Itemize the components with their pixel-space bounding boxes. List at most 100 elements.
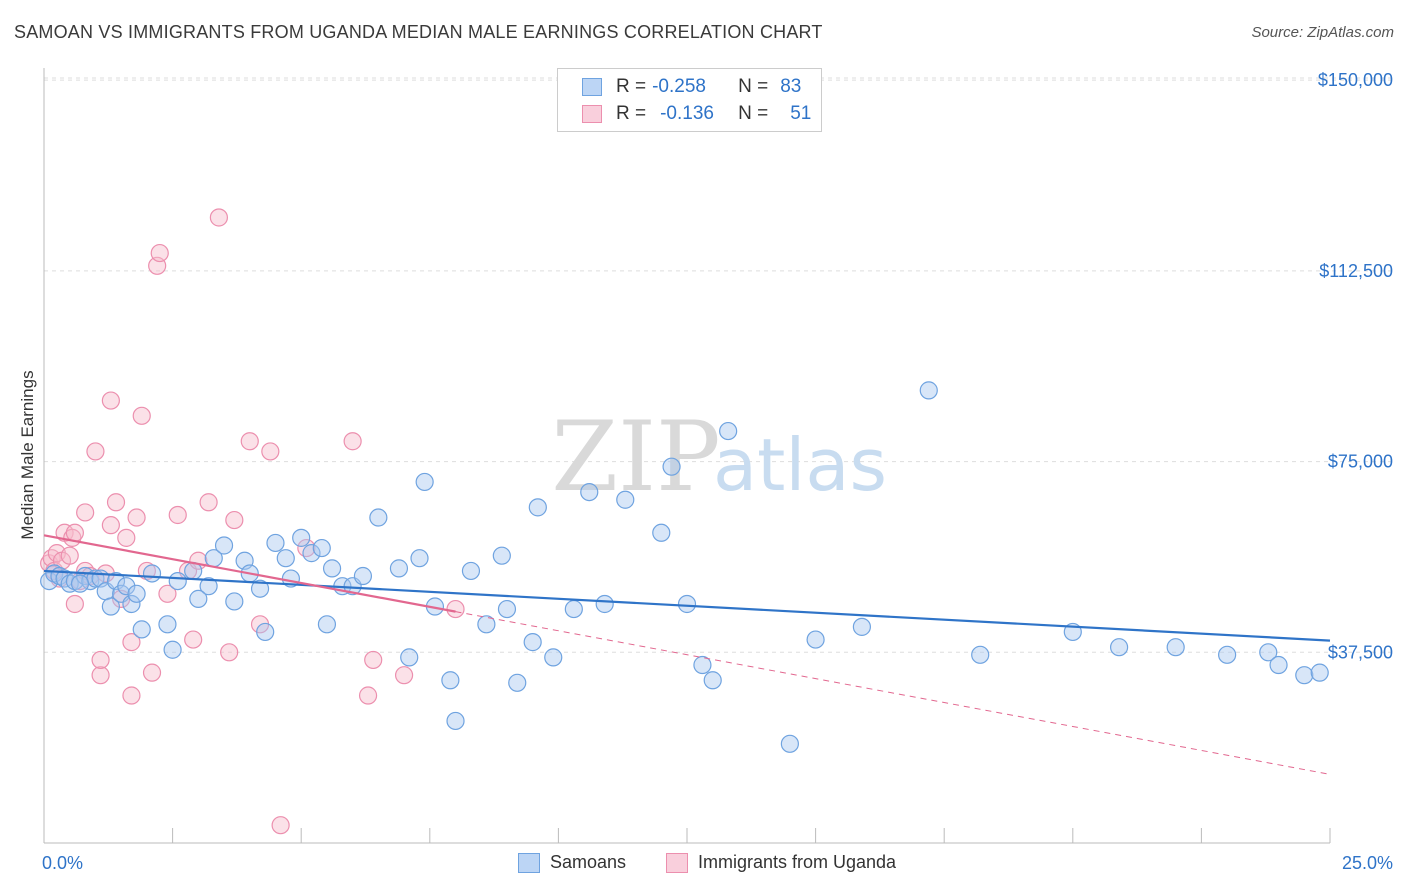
data-point (117, 528, 136, 547)
data-point (292, 528, 311, 547)
watermark-atlas: atlas (713, 423, 887, 507)
legend-item-samoans[interactable]: Samoans (518, 852, 626, 873)
data-point (394, 666, 414, 685)
y-tick-label: $150,000 (1318, 70, 1393, 90)
data-point (971, 645, 990, 664)
data-point (122, 633, 141, 652)
data-point (677, 594, 697, 614)
data-point (446, 599, 465, 619)
data-point (400, 648, 419, 667)
data-point (261, 442, 280, 461)
data-point (662, 457, 681, 476)
data-point (158, 584, 177, 603)
data-point (410, 549, 429, 568)
data-point (652, 523, 671, 542)
data-point (919, 381, 938, 400)
data-point (616, 490, 635, 509)
data-point (497, 599, 517, 619)
data-point (225, 510, 244, 530)
legend-label-samoans: Samoans (550, 852, 627, 872)
legend-r-label: R = (616, 76, 647, 97)
source-label: Source: ZipAtlas.com (1251, 24, 1394, 41)
data-point (693, 655, 712, 675)
data-point (322, 559, 342, 578)
data-point (117, 577, 136, 596)
correlation-legend: R = -0.258 N = 83 R = -0.136 N = 51 (557, 68, 822, 132)
data-point (1166, 638, 1185, 657)
data-point (225, 592, 244, 611)
data-point (142, 564, 162, 583)
data-point (101, 391, 120, 410)
data-point (240, 432, 259, 451)
data-point (343, 432, 362, 451)
y-tick-label: $37,500 (1328, 642, 1393, 662)
data-point (65, 523, 84, 542)
data-point (220, 643, 239, 662)
data-point (256, 622, 275, 642)
data-point (580, 482, 599, 502)
legend-label-uganda: Immigrants from Uganda (698, 852, 897, 872)
data-point (1295, 666, 1314, 685)
data-point (158, 615, 177, 634)
data-point (852, 617, 871, 636)
trend-line-uganda-extension (455, 611, 1331, 775)
data-point (76, 503, 95, 522)
data-point (523, 633, 542, 652)
series-samoan-points (40, 381, 1329, 753)
series-legend: Samoans Immigrants from Uganda (0, 852, 1406, 878)
data-point (189, 589, 208, 608)
legend-r-value: -0.136 (660, 103, 714, 124)
data-point (302, 544, 321, 563)
legend-row-samoans: R = -0.258 N = 83 (582, 75, 801, 99)
data-point (1269, 655, 1288, 675)
legend-swatch-uganda (582, 105, 602, 123)
trend-line-samoans (43, 569, 1331, 642)
data-point (45, 564, 64, 583)
data-point (369, 508, 388, 527)
data-point (142, 663, 162, 682)
data-point (132, 406, 151, 425)
data-point (91, 650, 110, 670)
data-point (106, 493, 126, 512)
data-point (492, 546, 511, 565)
data-point (508, 673, 527, 692)
data-point (276, 549, 295, 568)
legend-item-uganda[interactable]: Immigrants from Uganda (666, 852, 896, 873)
data-point (127, 584, 146, 603)
data-point (719, 421, 738, 441)
legend-r-label: R = (616, 103, 647, 124)
data-point (364, 650, 383, 670)
data-point (250, 579, 270, 598)
legend-swatch-uganda (666, 852, 688, 873)
trend-line-uganda (43, 534, 456, 613)
data-point (271, 816, 290, 835)
data-point (122, 594, 141, 614)
x-tick-labels: 0.0% 25.0% (42, 853, 1393, 873)
y-tick-label: $112,500 (1319, 261, 1393, 281)
legend-swatch-samoans (582, 78, 602, 96)
data-point (1310, 663, 1329, 682)
data-point (1109, 638, 1129, 657)
data-point (168, 505, 187, 525)
data-point (461, 561, 481, 581)
chart-title: SAMOAN VS IMMIGRANTS FROM UGANDA MEDIAN … (14, 22, 823, 42)
data-point (199, 493, 218, 512)
data-point (780, 734, 799, 753)
data-point (163, 640, 182, 659)
data-point (127, 508, 146, 527)
data-point (168, 571, 187, 591)
data-point (60, 546, 79, 565)
y-tick-labels: $37,500 $75,000 $112,500 $150,000 (1318, 70, 1393, 662)
data-point (703, 671, 722, 690)
series-uganda-points (40, 208, 465, 835)
data-point (312, 538, 331, 558)
data-point (441, 671, 460, 690)
legend-n-value: 83 (780, 76, 802, 97)
data-point (353, 566, 373, 586)
data-point (1218, 645, 1237, 664)
data-point (101, 516, 120, 535)
legend-n-label: N = (738, 76, 769, 97)
data-point (70, 574, 90, 593)
data-point (544, 648, 563, 667)
